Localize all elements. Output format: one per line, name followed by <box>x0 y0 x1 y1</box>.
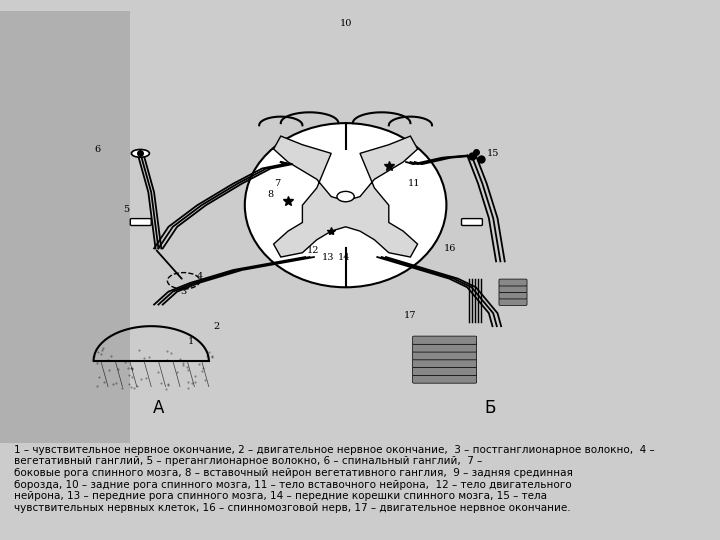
FancyBboxPatch shape <box>413 352 477 360</box>
Text: Б: Б <box>484 399 495 417</box>
Text: 5: 5 <box>123 205 129 214</box>
Polygon shape <box>274 136 418 257</box>
FancyBboxPatch shape <box>413 344 477 352</box>
Text: 7: 7 <box>274 179 280 188</box>
FancyBboxPatch shape <box>413 375 477 383</box>
FancyBboxPatch shape <box>413 336 477 345</box>
Text: 16: 16 <box>444 244 456 253</box>
Text: 6: 6 <box>94 145 100 153</box>
FancyBboxPatch shape <box>413 367 477 375</box>
Text: 14: 14 <box>338 253 351 261</box>
Text: 3: 3 <box>181 287 186 296</box>
Text: 15: 15 <box>487 149 500 158</box>
Text: 11: 11 <box>408 179 420 188</box>
Text: 17: 17 <box>404 311 417 320</box>
Text: 13: 13 <box>321 253 334 261</box>
Circle shape <box>337 191 354 202</box>
Ellipse shape <box>245 123 446 287</box>
FancyBboxPatch shape <box>462 219 482 226</box>
FancyBboxPatch shape <box>499 286 527 293</box>
Text: 1: 1 <box>188 337 194 346</box>
Text: 10: 10 <box>339 19 352 28</box>
Text: 1 – чувствительное нервное окончание, 2 – двигательное нервное окончание,  3 – п: 1 – чувствительное нервное окончание, 2 … <box>14 445 655 513</box>
Text: А: А <box>153 399 164 417</box>
Ellipse shape <box>132 150 150 157</box>
FancyBboxPatch shape <box>499 292 527 299</box>
Text: 12: 12 <box>307 246 320 255</box>
Text: 4: 4 <box>197 272 202 281</box>
FancyBboxPatch shape <box>0 11 130 443</box>
Text: 2: 2 <box>213 322 219 330</box>
FancyBboxPatch shape <box>130 219 151 226</box>
Text: 8: 8 <box>267 190 273 199</box>
FancyBboxPatch shape <box>499 279 527 286</box>
FancyBboxPatch shape <box>413 360 477 368</box>
FancyBboxPatch shape <box>499 299 527 306</box>
